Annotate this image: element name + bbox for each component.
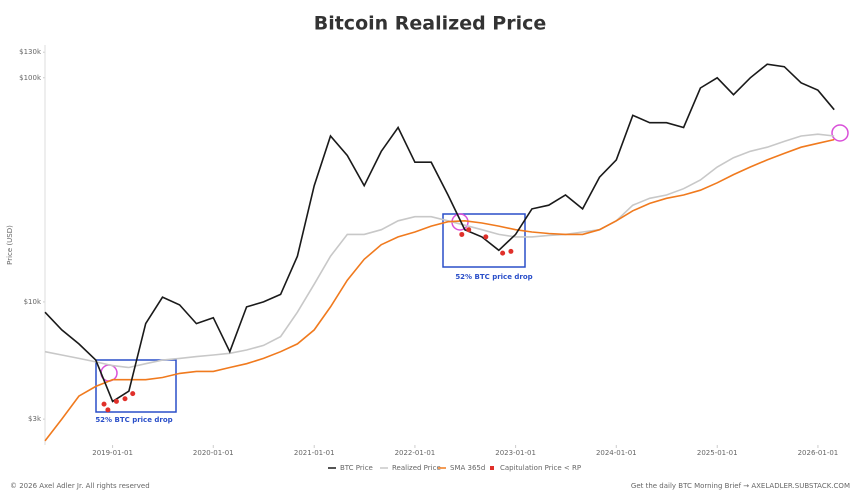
x-tick-label: 2021-01-01 [294, 449, 335, 457]
chart-title: Bitcoin Realized Price [314, 13, 547, 35]
highlight-box [95, 359, 177, 413]
capitulation-point [459, 231, 465, 237]
legend-label: Capitulation Price < RP [500, 464, 581, 472]
series-line [44, 133, 835, 369]
capitulation-point [500, 250, 506, 256]
footer: © 2026 Axel Adler Jr. All rights reserve… [10, 482, 150, 490]
capitulation-point [466, 227, 472, 233]
series-line [44, 63, 835, 403]
y-tick-label: $3k [28, 415, 42, 423]
legend-label: BTC Price [340, 464, 373, 472]
legend-swatch [490, 466, 494, 470]
series-line [44, 138, 835, 442]
y-tick-label: $130k [19, 48, 42, 56]
x-tick-label: 2026-01-01 [798, 449, 839, 457]
x-tick-label: 2019-01-01 [92, 449, 133, 457]
capitulation-point [105, 407, 111, 413]
highlight-circle [831, 124, 849, 142]
x-tick-label: 2023-01-01 [495, 449, 536, 457]
legend-label: Realized Price [392, 464, 441, 472]
capitulation-point [101, 401, 107, 407]
y-tick-label: $10k [24, 298, 42, 306]
footer: Get the daily BTC Morning Brief → AXELAD… [631, 482, 850, 490]
capitulation-point [483, 234, 489, 240]
capitulation-point [130, 391, 136, 397]
capitulation-point [122, 396, 128, 402]
legend-label: SMA 365d [450, 464, 485, 472]
highlight-box [442, 213, 526, 268]
y-tick-label: $100k [19, 74, 42, 82]
x-tick-label: 2024-01-01 [596, 449, 637, 457]
annotation: 52% BTC price drop [455, 273, 532, 281]
x-tick-label: 2025-01-01 [697, 449, 738, 457]
x-tick-label: 2022-01-01 [395, 449, 436, 457]
y-axis-label: Price (USD) [6, 225, 14, 265]
capitulation-point [508, 248, 514, 254]
capitulation-point [113, 398, 119, 404]
x-tick-label: 2020-01-01 [193, 449, 234, 457]
annotation: 52% BTC price drop [95, 416, 172, 424]
